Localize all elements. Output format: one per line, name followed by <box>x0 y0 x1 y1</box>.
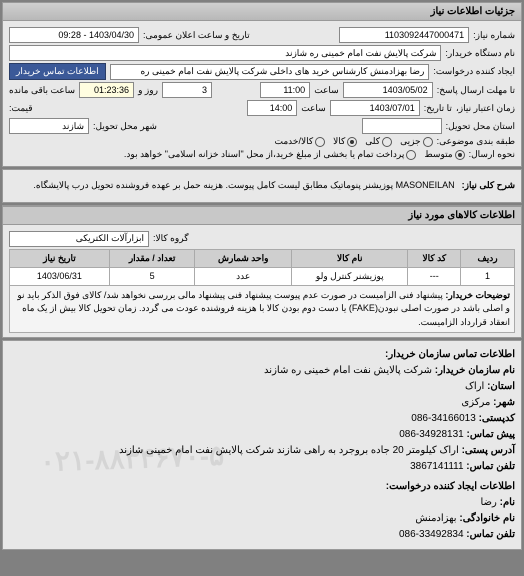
items-table: ردیف کد کالا نام کالا واحد شمارش تعداد /… <box>9 249 515 334</box>
col-2: نام کالا <box>292 249 408 267</box>
buyer-org-label: نام دستگاه خریدار: <box>445 48 515 59</box>
desc-row: توضیحات خریدار: پیشنهاد فنی الزامیست در … <box>10 285 515 333</box>
pack-label: طبقه بندی موضوعی: <box>437 136 515 147</box>
ship-opt-0[interactable]: متوسط <box>424 149 464 160</box>
requester-field: رضا بهزادمنش کارشناس خرید های داخلی شرکت… <box>110 64 430 80</box>
need-title-panel: شرح کلی نیاز: MASONEILAN پوزیشنر پنوماتی… <box>2 169 522 203</box>
pack-radio-group: جزیی کلی کالا کالا/خدمت <box>275 136 433 147</box>
buyer-contact-button[interactable]: اطلاعات تماس خریدار <box>9 63 106 80</box>
col-0: ردیف <box>461 249 515 267</box>
items-panel: اطلاعات کالاهای مورد نیاز گروه کالا: ابز… <box>2 205 522 339</box>
delivery-loc-label: استان محل تحویل: <box>446 121 515 132</box>
valid-to-field: 1403/07/01 <box>330 100 420 116</box>
valid-from-label: زمان اعتبار نیاز، <box>456 103 515 114</box>
need-no-label: شماره نیاز: <box>473 30 515 41</box>
deadline-hour-field: 11:00 <box>260 82 310 98</box>
deadline-date-field: 1403/05/02 <box>343 82 433 98</box>
announce-label: تاریخ و ساعت اعلان عمومی: <box>143 30 250 41</box>
col-3: واحد شمارش <box>195 249 292 267</box>
tel-label: تلفن تماس: <box>466 461 515 472</box>
remain-field: 01:23:36 <box>79 82 134 98</box>
group-field[interactable]: ابزارآلات الکتریکی <box>9 231 149 247</box>
cell-5: 1403/06/31 <box>10 267 110 285</box>
announce-field: 1403/04/30 - 09:28 <box>9 27 139 43</box>
table-row: 1 --- پوزیشنر کنترل ولو عدد 5 1403/06/31 <box>10 267 515 285</box>
ship-opt-1[interactable]: پرداخت تمام یا بخشی از مبلغ خرید،از محل … <box>124 149 416 160</box>
col-4: تعداد / مقدار <box>109 249 195 267</box>
pack-opt-0[interactable]: جزیی <box>400 136 433 147</box>
ctel-value: 33492834-086 <box>399 529 464 540</box>
contact-panel: اطلاعات تماس سازمان خریدار: نام سازمان خ… <box>2 340 522 550</box>
cell-4: 5 <box>109 267 195 285</box>
col-5: تاریخ نیاز <box>10 249 110 267</box>
need-title-text: MASONEILAN پوزیشنر پنوماتیک مطابق لیست ک… <box>30 176 457 196</box>
price-label: قیمت: <box>9 103 33 114</box>
cell-1: --- <box>408 267 461 285</box>
prov-value: اراک <box>465 381 484 392</box>
col-1: کد کالا <box>408 249 461 267</box>
pack-opt-2[interactable]: کالا <box>333 136 357 147</box>
need-no-field: 1103092447000471 <box>339 27 469 43</box>
panel-title: جزئیات اطلاعات نیاز <box>3 3 521 21</box>
cell-3: عدد <box>195 267 292 285</box>
tel-value: 3867141111 <box>410 461 463 472</box>
need-title-label: شرح کلی نیاز: <box>462 180 515 191</box>
addr-label: آدرس پستی: <box>462 445 515 456</box>
addr-value: اراک کیلومتر 20 جاده بروجرد به راهی شازن… <box>119 445 459 456</box>
name-value: رضا <box>480 497 496 508</box>
lname-label: نام خانوادگی: <box>459 513 515 524</box>
buyer-org-field: شرکت پالایش نفت امام خمینی ره شازند <box>9 45 441 61</box>
city-label: شهر: <box>493 397 515 408</box>
delivery-city-label: شهر محل تحویل: <box>93 121 157 132</box>
days-label: روز و <box>138 85 158 96</box>
remain-label: ساعت باقی مانده <box>9 85 75 96</box>
valid-hour-field: 14:00 <box>247 100 297 116</box>
hour-label-2: ساعت <box>301 103 326 114</box>
prov-label: استان: <box>487 381 515 392</box>
hour-label-1: ساعت <box>314 85 339 96</box>
zip-value: 34166013-086 <box>411 413 476 424</box>
zip-label: کدپستی: <box>479 413 515 424</box>
deadline-label: تا مهلت ارسال پاسخ: <box>437 85 515 96</box>
requester-label: ایجاد کننده درخواست: <box>433 66 515 77</box>
desc-text: پیشنهاد فنی الزامیست در صورت عدم پیوست پ… <box>17 290 510 327</box>
need-details-panel: جزئیات اطلاعات نیاز شماره نیاز: 11030924… <box>2 2 522 167</box>
delivery-loc-field <box>362 118 442 134</box>
valid-to-label: تا تاریخ: <box>424 103 452 114</box>
ship-radio-group: متوسط پرداخت تمام یا بخشی از مبلغ خرید،ا… <box>124 149 465 160</box>
group-label: گروه کالا: <box>153 233 188 244</box>
org-value: شرکت پالایش نفت امام خمینی ره شازند <box>264 365 432 376</box>
org-label: نام سازمان خریدار: <box>435 365 515 376</box>
lname-value: بهزادمنش <box>415 513 456 524</box>
name-label: نام: <box>500 497 515 508</box>
pack-opt-1[interactable]: کلی <box>365 136 392 147</box>
fax-label: پیش تماس: <box>467 429 515 440</box>
contact-header: اطلاعات تماس سازمان خریدار: <box>385 349 515 360</box>
req-header: اطلاعات ایجاد کننده درخواست: <box>386 481 515 492</box>
items-header: اطلاعات کالاهای مورد نیاز <box>3 206 521 225</box>
cell-2: پوزیشنر کنترل ولو <box>292 267 408 285</box>
delivery-city-field: شازند <box>9 118 89 134</box>
desc-label: توضیحات خریدار: <box>445 290 510 300</box>
cell-0: 1 <box>461 267 515 285</box>
days-field: 3 <box>162 82 212 98</box>
fax-value: 34928131-086 <box>399 429 464 440</box>
ship-label: نحوه ارسال: <box>469 149 515 160</box>
ctel-label: تلفن تماس: <box>466 529 515 540</box>
pack-opt-3[interactable]: کالا/خدمت <box>275 136 326 147</box>
city-value: مرکزی <box>461 397 490 408</box>
table-header-row: ردیف کد کالا نام کالا واحد شمارش تعداد /… <box>10 249 515 267</box>
